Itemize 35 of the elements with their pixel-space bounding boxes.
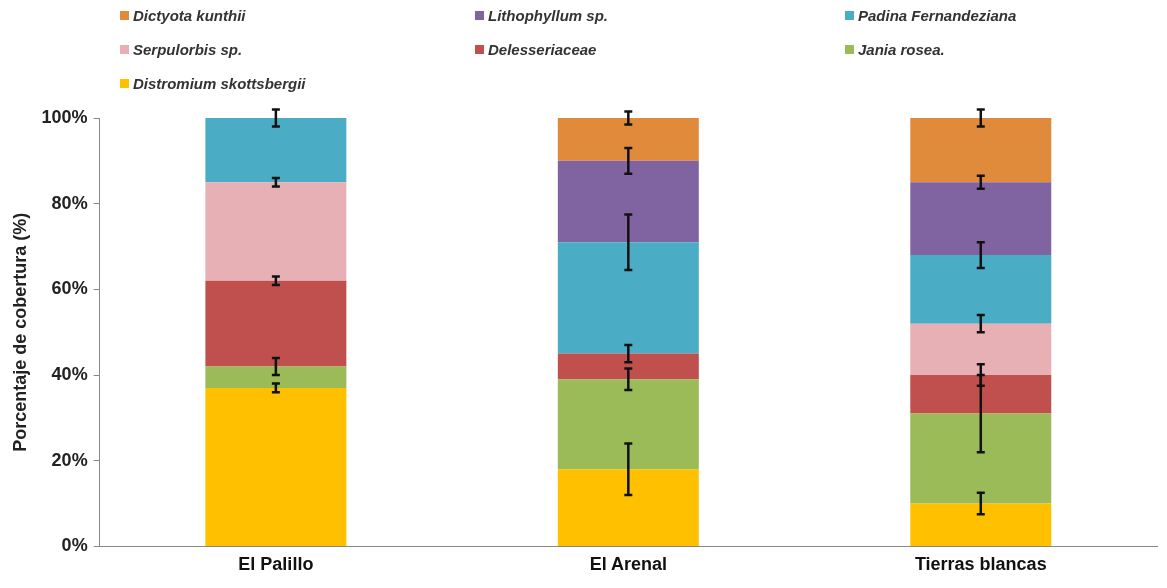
y-tick-label: 60%	[51, 278, 88, 299]
legend-label: Dictyota kunthii	[133, 6, 246, 24]
legend-label: Distromium skottsbergii	[133, 74, 306, 92]
bar	[910, 375, 1052, 414]
bar	[910, 323, 1052, 376]
bar	[205, 118, 347, 183]
bar	[557, 379, 699, 470]
bar	[557, 242, 699, 354]
bar	[205, 366, 347, 388]
y-axis-title: Porcentaje de cobertura (%)	[9, 212, 30, 452]
bar	[205, 182, 347, 281]
bar	[205, 280, 347, 367]
legend-label: Padina Fernandeziana	[858, 6, 1017, 24]
legend-label: Jania rosea.	[858, 40, 945, 58]
y-tick-label: 100%	[41, 106, 88, 127]
bar	[557, 469, 699, 546]
y-tick-label: 40%	[51, 364, 88, 385]
bar	[557, 160, 699, 243]
bar	[910, 182, 1052, 256]
legend-label: Delesseriaceae	[488, 40, 597, 58]
legend-label: Serpulorbis sp.	[133, 40, 243, 58]
x-tick-label: El Palillo	[238, 554, 314, 575]
x-tick-label: El Arenal	[589, 554, 668, 575]
legend-label: Lithophyllum sp.	[488, 6, 608, 24]
bar	[910, 413, 1052, 504]
bar	[910, 118, 1052, 183]
y-tick-label: 0%	[61, 535, 88, 556]
bar	[205, 387, 347, 546]
y-tick-label: 20%	[51, 449, 88, 470]
x-tick-label: Tierras blancas	[914, 554, 1047, 575]
bar	[910, 503, 1052, 546]
bar	[910, 255, 1052, 324]
bar	[557, 353, 699, 380]
y-tick-label: 80%	[51, 192, 88, 213]
bar	[557, 118, 699, 161]
